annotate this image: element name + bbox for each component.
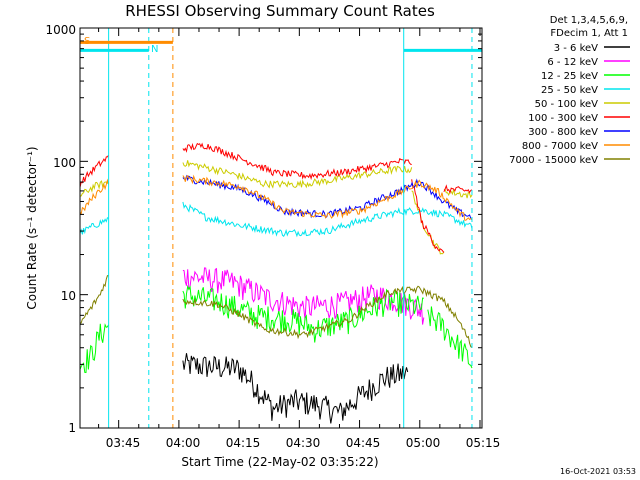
x-tick-label-0345: 03:45	[106, 436, 141, 450]
series-50-100kev	[79, 160, 473, 255]
flag-layer	[80, 28, 482, 428]
y-tick-label-100: 100	[53, 156, 76, 170]
x-tick-label-0430: 04:30	[286, 436, 321, 450]
series-line-segment	[182, 142, 412, 181]
series-12-25kev	[79, 284, 473, 374]
series-line-segment	[182, 174, 473, 221]
legend-label-800-7000kev: 800 - 7000 keV	[522, 141, 598, 152]
plot-frame	[79, 27, 483, 429]
legend: 3 - 6 keV 6 - 12 keV 12 - 25 keV 25 - 50…	[509, 43, 630, 166]
series-line-segment	[182, 284, 424, 343]
x-axis-label: Start Time (22-May-02 03:35:22)	[181, 455, 378, 469]
legend-header-line-1: Det 1,3,4,5,6,9,	[550, 15, 628, 26]
x-tick-label-0500: 05:00	[406, 436, 441, 450]
series-line-segment	[443, 184, 473, 194]
legend-label-6-12kev: 6 - 12 keV	[547, 57, 598, 68]
series-line-segment	[79, 178, 110, 216]
series-6-12kev	[182, 267, 425, 325]
series-line-segment	[411, 179, 445, 253]
series-layer	[79, 142, 473, 424]
y-tick-label-10: 10	[61, 289, 76, 303]
series-line-segment	[411, 190, 445, 255]
legend-label-3-6kev: 3 - 6 keV	[554, 43, 598, 54]
series-line-segment	[182, 353, 409, 424]
y-axis-label: Count Rate (s⁻¹ detector⁻¹)	[25, 146, 39, 309]
series-line-segment	[79, 217, 109, 235]
timestamp: 16-Oct-2021 03:53	[560, 467, 636, 476]
series-line-segment	[182, 160, 413, 189]
series-line-segment	[182, 285, 473, 348]
legend-label-100-300kev: 100 - 300 keV	[528, 113, 598, 124]
series-3-6kev	[182, 353, 409, 424]
legend-label-12-25kev: 12 - 25 keV	[541, 71, 598, 82]
tick-layer	[80, 27, 482, 429]
y-tick-label-1: 1	[68, 421, 76, 435]
legend-label-25-50kev: 25 - 50 keV	[541, 85, 598, 96]
x-tick-label-0400: 04:00	[166, 436, 201, 450]
legend-header-line-2: FDecim 1, Att 1	[550, 28, 628, 39]
saa-flag-label: S	[84, 36, 90, 47]
series-25-50kev	[79, 201, 473, 238]
night-flag-label: N	[151, 44, 158, 55]
chart-title: RHESSI Observing Summary Count Rates	[125, 2, 435, 20]
legend-label-300-800kev: 300 - 800 keV	[528, 127, 598, 138]
series-800-7000kev	[79, 174, 473, 221]
x-tick-label-0415: 04:15	[226, 436, 261, 450]
series-100-300kev	[79, 142, 473, 253]
series-line-segment	[182, 267, 425, 325]
series-line-segment	[427, 306, 473, 369]
legend-label-7000-15000kev: 7000 - 15000 keV	[509, 155, 598, 166]
y-tick-label-1000: 1000	[45, 23, 76, 37]
series-line-segment	[79, 275, 109, 324]
series-line-segment	[443, 187, 473, 199]
x-tick-label-0515: 05:15	[466, 436, 501, 450]
series-line-segment	[182, 201, 473, 238]
series-7000-15000kev	[79, 275, 473, 348]
legend-label-50-100kev: 50 - 100 keV	[535, 99, 599, 110]
series-line-segment	[79, 323, 110, 374]
x-tick-label-0445: 04:45	[346, 436, 381, 450]
series-line-segment	[79, 154, 110, 188]
